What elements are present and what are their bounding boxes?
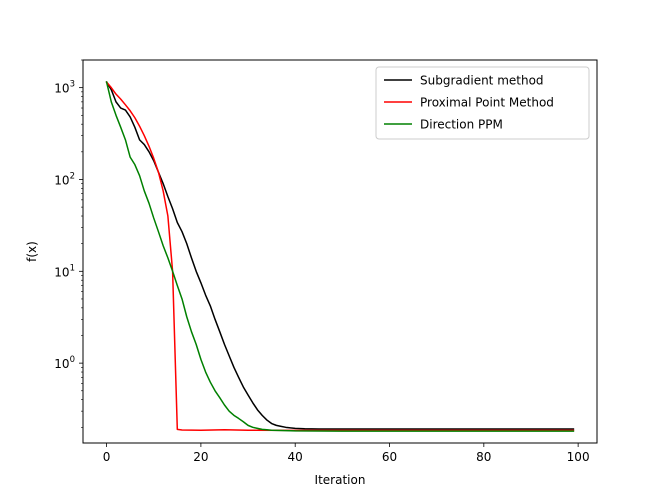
- series-line-3: [105, 81, 575, 432]
- ticks-layer: 0 20 40 60 80 100 100 101 102 103: [54, 59, 590, 464]
- x-tick-label-4: 80: [476, 450, 491, 464]
- y-axis-label: f(x): [25, 241, 39, 262]
- legend-label-2: Proximal Point Method: [420, 96, 554, 110]
- y-tick-label-1: 101: [54, 263, 75, 279]
- legend-label-1: Subgradient method: [420, 74, 544, 88]
- y-tick-label-0: 100: [54, 355, 75, 371]
- x-tick-label-1: 20: [193, 450, 208, 464]
- legend: Subgradient method Proximal Point Method D…: [375, 66, 590, 140]
- series-layer: [105, 81, 575, 432]
- y-tick-label-3: 103: [54, 80, 75, 96]
- y-tick-label-2: 102: [54, 171, 75, 187]
- legend-label-3: Direction PPM: [420, 118, 503, 132]
- x-tick-label-3: 60: [382, 450, 397, 464]
- x-axis-label: Iteration: [315, 473, 366, 487]
- x-tick-label-0: 0: [103, 450, 111, 464]
- legend-box: [375, 66, 590, 140]
- x-tick-label-2: 40: [288, 450, 303, 464]
- x-tick-label-5: 100: [567, 450, 590, 464]
- series-line-1: [105, 81, 575, 430]
- plot-area-frame: [82, 59, 598, 444]
